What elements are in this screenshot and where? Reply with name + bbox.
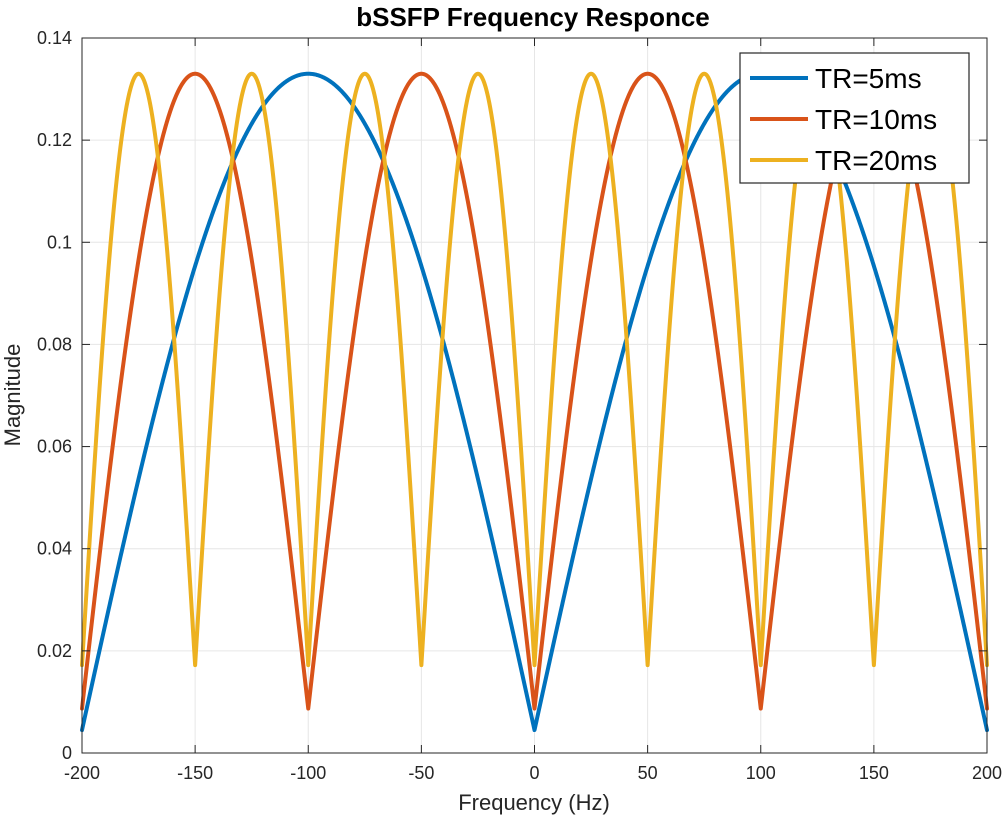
legend-label-tr-5ms: TR=5ms — [815, 63, 922, 94]
legend: TR=5ms TR=10ms TR=20ms — [739, 52, 970, 184]
y-axis-label: Magnitude — [0, 344, 25, 447]
y-tick-label: 0 — [62, 743, 72, 763]
legend-label-tr-20ms: TR=20ms — [815, 145, 937, 176]
y-tick-label: 0.06 — [37, 437, 72, 457]
y-tick-label: 0.12 — [37, 130, 72, 150]
x-tick-label: 0 — [529, 763, 539, 783]
x-tick-label: -200 — [64, 763, 100, 783]
x-axis-label: Frequency (Hz) — [458, 790, 610, 815]
x-tick-label: 150 — [859, 763, 889, 783]
y-tick-label: 0.02 — [37, 641, 72, 661]
axis-ticks: -200 -150 -100 -50 0 50 100 150 200 0 0.02 0.04 0.06… — [37, 28, 1002, 783]
x-tick-label: -100 — [290, 763, 326, 783]
x-tick-label: 50 — [638, 763, 658, 783]
y-tick-label: 0.08 — [37, 334, 72, 354]
y-tick-label: 0.14 — [37, 28, 72, 48]
x-tick-label: -150 — [177, 763, 213, 783]
x-tick-label: 200 — [972, 763, 1002, 783]
x-tick-label: -50 — [408, 763, 434, 783]
legend-label-tr-10ms: TR=10ms — [815, 104, 937, 135]
y-tick-label: 0.1 — [47, 232, 72, 252]
y-tick-label: 0.04 — [37, 539, 72, 559]
chart-title: bSSFP Frequency Responce — [356, 2, 710, 32]
x-tick-label: 100 — [746, 763, 776, 783]
